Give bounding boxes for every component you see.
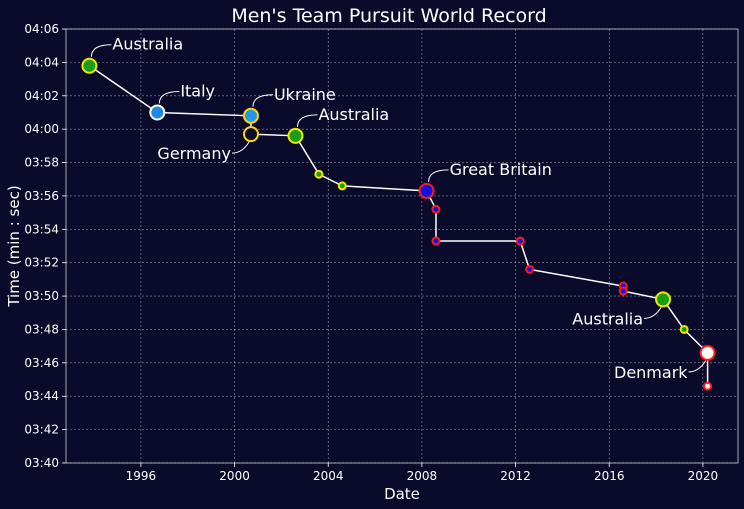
x-tick-label: 2016: [594, 469, 625, 483]
data-point-italy: [149, 104, 166, 121]
annotation-label: Italy: [180, 81, 215, 100]
x-tick-label: 2008: [407, 469, 438, 483]
x-tick-label: 2004: [313, 469, 344, 483]
data-point-australia: [314, 169, 324, 179]
data-point-ukraine: [242, 107, 259, 124]
y-tick-label: 03:48: [24, 322, 59, 336]
record-points: [81, 57, 716, 391]
data-point-australia: [655, 291, 672, 308]
annotation-label: Germany: [157, 144, 231, 163]
y-axis-label: Time (min : sec): [5, 185, 23, 307]
team-annotations: Australia Italy Ukraine Germany Australia Gre…: [90, 35, 706, 382]
data-point-australia: [287, 127, 304, 144]
annotation-leader: [158, 90, 180, 104]
y-tick-label: 03:56: [24, 189, 59, 203]
y-tick-label: 03:58: [24, 156, 59, 170]
annotation-leader: [231, 141, 250, 154]
annotation-leader: [688, 360, 706, 373]
x-tick-label: 2020: [688, 469, 719, 483]
annotation-leader: [90, 44, 112, 57]
data-point-australia: [81, 57, 98, 74]
data-point-great-britain: [618, 286, 628, 296]
annotation-label: Great Britain: [450, 160, 552, 179]
annotation-label: Denmark: [614, 363, 688, 382]
data-point-denmark: [699, 344, 716, 361]
y-tick-label: 04:02: [24, 89, 59, 103]
data-point-great-britain: [431, 236, 441, 246]
y-tick-label: 03:52: [24, 256, 59, 270]
annotation-leader: [296, 114, 318, 127]
axis-ticks: 1996 2000 2004 2008 2012 2016 2020 03:40 03:42 03…: [24, 22, 718, 483]
annotation-label: Ukraine: [274, 85, 336, 104]
y-tick-label: 03:46: [24, 356, 59, 370]
annotation-leader: [644, 307, 662, 319]
data-point-great-britain: [418, 182, 435, 199]
data-point-australia: [337, 181, 347, 191]
x-tick-label: 1996: [126, 469, 157, 483]
y-tick-label: 04:04: [24, 55, 59, 69]
data-point-germany: [242, 126, 259, 143]
chart-title: Men's Team Pursuit World Record: [231, 5, 546, 27]
data-point-denmark: [703, 381, 713, 391]
annotation-leader: [252, 94, 273, 107]
x-axis-label: Date: [384, 485, 420, 503]
annotation-label: Australia: [112, 35, 183, 54]
x-tick-label: 2000: [219, 469, 250, 483]
y-tick-label: 04:06: [24, 22, 59, 36]
plot-frame: [65, 28, 739, 464]
y-tick-label: 03:40: [24, 456, 59, 470]
y-tick-label: 03:42: [24, 423, 59, 437]
annotation-label: Australia: [572, 309, 643, 328]
y-tick-label: 04:00: [24, 122, 59, 136]
annotation-label: Australia: [318, 105, 389, 124]
y-tick-label: 03:54: [24, 222, 59, 236]
y-tick-label: 03:50: [24, 289, 59, 303]
y-tick-label: 03:44: [24, 389, 59, 403]
annotation-leader: [428, 169, 449, 182]
data-point-great-britain: [431, 204, 441, 214]
data-point-great-britain: [525, 264, 535, 274]
data-point-australia: [679, 324, 689, 334]
grid: [66, 28, 738, 464]
x-tick-label: 2012: [500, 469, 531, 483]
data-point-great-britain: [515, 236, 525, 246]
